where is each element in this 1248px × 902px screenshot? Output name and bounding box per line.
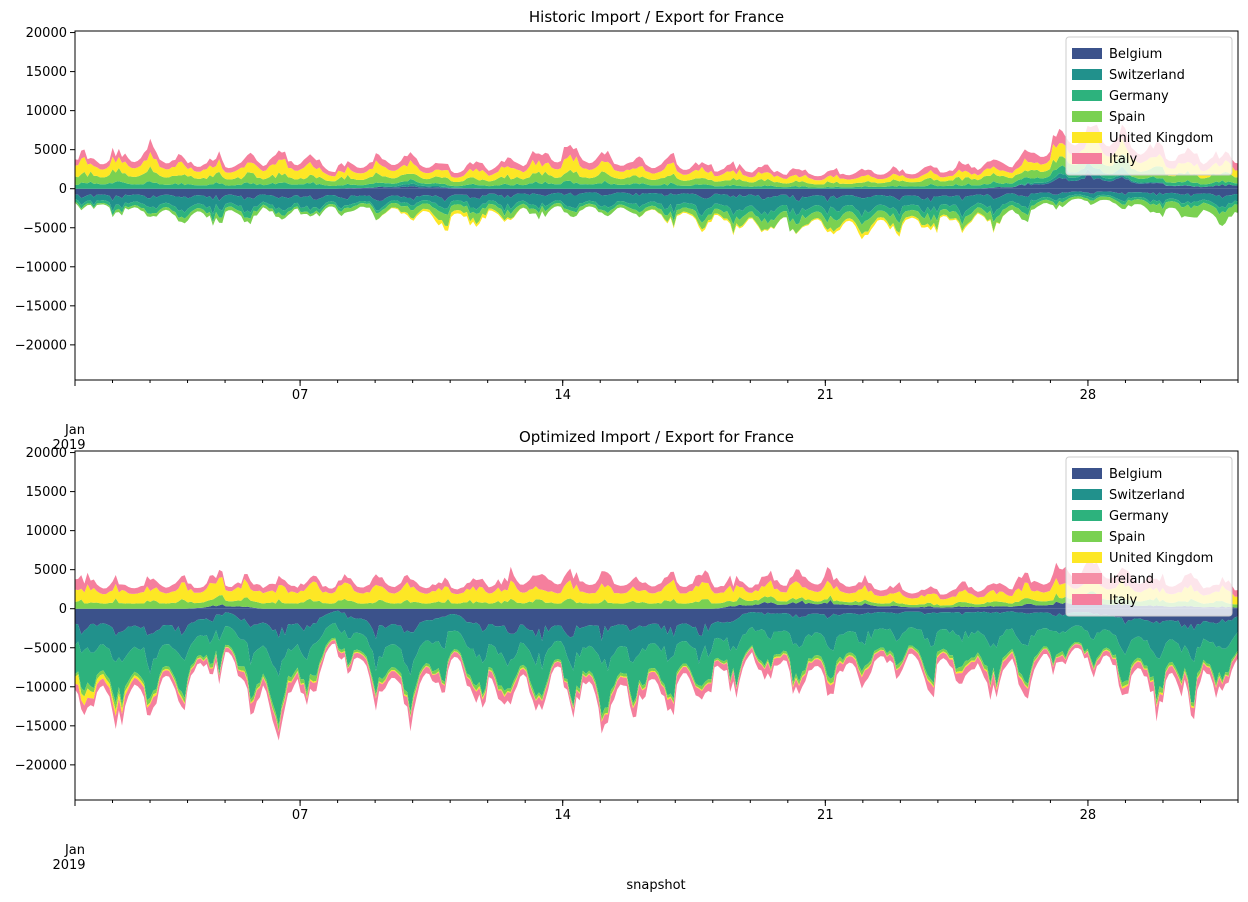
x-tick-label: Jan: [64, 843, 85, 858]
areas: [75, 124, 1238, 240]
y-tick-label: −5000: [23, 221, 67, 236]
legend-swatch: [1072, 132, 1102, 143]
legend-entry: Ireland: [1109, 572, 1154, 587]
x-tick-label: 07: [292, 388, 309, 403]
x-tick-label: 28: [1080, 808, 1097, 823]
x-tick-sublabel: 2019: [52, 438, 85, 453]
legend-box: [1065, 36, 1233, 176]
y-tick-label: −20000: [15, 758, 67, 773]
y-tick-label: 15000: [26, 65, 67, 80]
chart-title: Historic Import / Export for France: [529, 8, 784, 26]
x-tick-label: Jan: [64, 423, 85, 438]
chart-title: Optimized Import / Export for France: [519, 428, 794, 446]
legend-entry: Italy: [1109, 593, 1138, 608]
x-tick-label: 21: [817, 388, 834, 403]
legend-entry: Switzerland: [1109, 68, 1185, 83]
legend-swatch: [1072, 90, 1102, 101]
y-tick-label: −20000: [15, 338, 67, 353]
x-tick-label: 28: [1080, 388, 1097, 403]
y-tick-label: 20000: [26, 446, 67, 461]
area-positive-italy: [75, 124, 1238, 181]
area-negative-spain: [75, 196, 1238, 235]
legend-entry: United Kingdom: [1109, 131, 1213, 146]
plot-frame: [74, 450, 1239, 801]
legend-swatch: [1072, 153, 1102, 164]
legend-entry: Switzerland: [1109, 488, 1185, 503]
y-tick-label: 10000: [26, 104, 67, 119]
x-axis-label: snapshot: [626, 878, 685, 893]
legend-swatch: [1072, 573, 1102, 584]
area-positive-spain: [75, 591, 1238, 609]
legend-box: [1065, 456, 1233, 617]
legend-swatch: [1072, 111, 1102, 122]
y-tick-label: −15000: [15, 719, 67, 734]
area-negative-germany: [75, 194, 1238, 226]
legend-swatch: [1072, 531, 1102, 542]
legend-entry: Italy: [1109, 152, 1138, 167]
legend-swatch: [1072, 510, 1102, 521]
y-tick-label: 5000: [34, 563, 67, 578]
y-tick-label: −5000: [23, 641, 67, 656]
area-positive-italy: [75, 560, 1238, 600]
area-negative-germany: [75, 622, 1238, 726]
legend-swatch: [1072, 468, 1102, 479]
legend-swatch: [1072, 48, 1102, 59]
y-tick-label: 0: [59, 602, 67, 617]
legend: Belgium Switzerland Germany Spain United Kin…: [1065, 36, 1233, 176]
y-tick-label: −10000: [15, 680, 67, 695]
legend-swatch: [1072, 594, 1102, 605]
x-tick-sublabel: 2019: [52, 858, 85, 873]
area-negative-switzerland: [75, 191, 1238, 218]
area-negative-switzerland: [75, 610, 1238, 677]
y-tick-label: 5000: [34, 143, 67, 158]
legend-entry: United Kingdom: [1109, 551, 1213, 566]
y-tick-label: −10000: [15, 260, 67, 275]
x-tick-label: 14: [554, 388, 571, 403]
legend-entry: Belgium: [1109, 47, 1162, 62]
plot-frame: [74, 30, 1239, 381]
legend-entry: Spain: [1109, 530, 1145, 545]
chart-historic: Historic Import / Export for France −2000…: [15, 8, 1239, 453]
area-positive-germany: [75, 161, 1238, 189]
y-tick-label: 10000: [26, 524, 67, 539]
legend-entry: Spain: [1109, 110, 1145, 125]
x-tick-label: 21: [817, 808, 834, 823]
area-positive-united-kingdom: [75, 572, 1238, 606]
area-negative-belgium: [75, 188, 1238, 202]
legend: Belgium Switzerland Germany Spain United Kin…: [1065, 456, 1233, 617]
areas: [75, 560, 1238, 741]
legend-swatch: [1072, 552, 1102, 563]
legend-entry: Germany: [1109, 89, 1169, 104]
area-positive-united-kingdom: [75, 138, 1238, 185]
y-tick-label: 0: [59, 182, 67, 197]
legend-entry: Belgium: [1109, 467, 1162, 482]
legend-swatch: [1072, 489, 1102, 500]
x-tick-label: 07: [292, 808, 309, 823]
y-tick-label: −15000: [15, 299, 67, 314]
y-tick-label: 20000: [26, 26, 67, 41]
y-tick-label: 15000: [26, 485, 67, 500]
legend-swatch: [1072, 69, 1102, 80]
x-tick-label: 14: [554, 808, 571, 823]
area-positive-belgium: [75, 173, 1238, 189]
area-negative-belgium: [75, 608, 1238, 641]
chart-optimized: Optimized Import / Export for France −200…: [15, 428, 1239, 873]
legend-entry: Germany: [1109, 509, 1169, 524]
